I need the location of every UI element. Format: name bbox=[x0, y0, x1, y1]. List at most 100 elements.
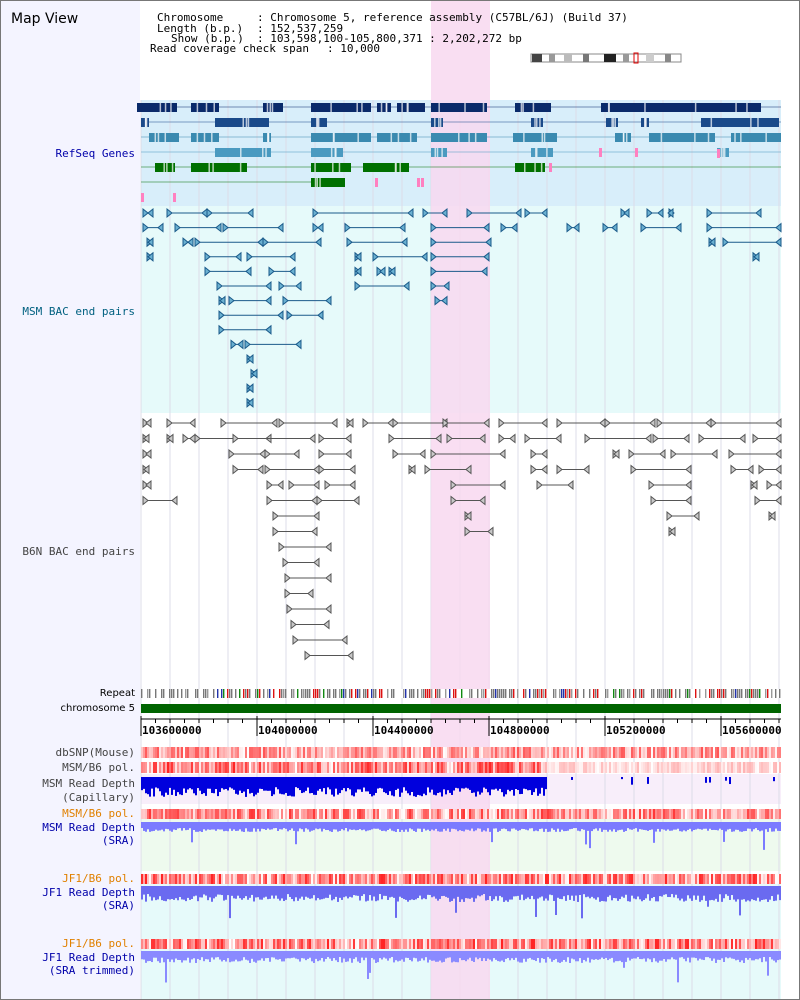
pol-cell bbox=[541, 809, 543, 819]
bac-end-left bbox=[316, 495, 323, 506]
depth-bar bbox=[541, 951, 543, 959]
pol-cell bbox=[589, 939, 591, 949]
pol-cell bbox=[589, 747, 591, 758]
pol-cell bbox=[535, 762, 537, 773]
depth-bar bbox=[603, 822, 605, 830]
pol-cell bbox=[211, 874, 213, 884]
pol-cell bbox=[601, 809, 603, 819]
pol-cell bbox=[577, 939, 579, 949]
label-msm-pol-1[interactable]: MSM/B6 pol. bbox=[62, 761, 135, 774]
axis-tick-label: 104400000 bbox=[374, 724, 434, 737]
depth-bar bbox=[183, 886, 185, 900]
label-jf1-pol-1[interactable]: JF1/B6 pol. bbox=[62, 872, 135, 885]
pol-cell bbox=[427, 874, 429, 884]
pol-cell bbox=[611, 874, 613, 884]
depth-bar bbox=[321, 822, 323, 832]
pol-cell bbox=[413, 809, 415, 819]
pol-cell bbox=[509, 874, 511, 884]
label-jf1-sra-1[interactable]: JF1 Read Depth bbox=[42, 886, 135, 899]
label-dbsnp[interactable]: dbSNP(Mouse) bbox=[55, 746, 135, 759]
depth-bar bbox=[257, 777, 259, 793]
pol-cell bbox=[325, 762, 327, 773]
depth-bar bbox=[285, 822, 287, 829]
gene-intron-gap bbox=[401, 103, 403, 112]
depth-bar bbox=[167, 777, 169, 795]
pol-cell bbox=[759, 874, 761, 884]
pol-cell bbox=[267, 939, 269, 949]
bac-end-right bbox=[247, 353, 254, 365]
depth-bar bbox=[645, 822, 647, 831]
depth-bar bbox=[549, 822, 551, 832]
pol-cell bbox=[753, 939, 755, 949]
pol-cell bbox=[661, 874, 663, 884]
pol-cell bbox=[479, 747, 481, 758]
pol-cell bbox=[567, 939, 569, 949]
pol-cell bbox=[419, 762, 421, 773]
depth-bar bbox=[189, 886, 191, 900]
label-msm-sra-1[interactable]: MSM Read Depth bbox=[42, 821, 135, 834]
pol-cell bbox=[427, 939, 429, 949]
pol-cell bbox=[159, 762, 161, 773]
label-refseq-genes[interactable]: RefSeq Genes bbox=[55, 147, 135, 160]
depth-bar bbox=[257, 822, 259, 829]
bac-end-right bbox=[313, 479, 320, 491]
depth-bar bbox=[333, 951, 335, 959]
pol-cell bbox=[517, 809, 519, 819]
pol-cell bbox=[269, 762, 271, 773]
depth-bar bbox=[543, 777, 545, 796]
pol-cell bbox=[545, 939, 547, 949]
pol-cell bbox=[345, 762, 347, 773]
depth-bar bbox=[633, 822, 635, 829]
depth-bar bbox=[341, 951, 343, 963]
depth-bar bbox=[739, 886, 741, 916]
chromosome-ideogram bbox=[530, 52, 682, 64]
repeat-element bbox=[665, 689, 667, 698]
pol-cell bbox=[151, 762, 153, 773]
pol-cell bbox=[737, 762, 739, 773]
pol-cell bbox=[445, 874, 447, 884]
repeat-element bbox=[391, 689, 393, 698]
depth-bar bbox=[525, 822, 527, 830]
depth-bar bbox=[199, 777, 201, 791]
repeat-element bbox=[259, 689, 261, 698]
pol-cell bbox=[629, 939, 631, 949]
depth-bar bbox=[641, 886, 643, 902]
depth-bar bbox=[197, 886, 199, 902]
depth-bar bbox=[405, 777, 407, 791]
depth-bar bbox=[287, 951, 289, 959]
pol-cell bbox=[433, 874, 435, 884]
pol-cell bbox=[347, 874, 349, 884]
pol-cell bbox=[259, 809, 261, 819]
depth-bar bbox=[301, 886, 303, 897]
depth-bar bbox=[407, 886, 409, 902]
pol-cell bbox=[179, 762, 181, 773]
label-jf1-pol-2[interactable]: JF1/B6 pol. bbox=[62, 937, 135, 950]
depth-bar bbox=[143, 822, 145, 831]
repeat-element bbox=[517, 689, 519, 698]
depth-bar bbox=[653, 951, 655, 959]
pol-cell bbox=[379, 809, 381, 819]
pol-cell bbox=[407, 939, 409, 949]
pol-cell bbox=[285, 747, 287, 758]
pol-cell bbox=[395, 874, 397, 884]
depth-bar bbox=[187, 822, 189, 830]
pol-cell bbox=[667, 747, 669, 758]
label-msm-bac[interactable]: MSM BAC end pairs bbox=[22, 305, 135, 318]
repeat-element bbox=[439, 689, 441, 698]
repeat-element bbox=[351, 689, 353, 698]
pol-cell bbox=[553, 762, 555, 773]
label-msm-capillary-1[interactable]: MSM Read Depth bbox=[42, 777, 135, 790]
depth-bar bbox=[325, 886, 327, 898]
bac-end-left bbox=[282, 295, 289, 306]
pol-cell bbox=[445, 939, 447, 949]
label-b6n-bac[interactable]: B6N BAC end pairs bbox=[22, 545, 135, 558]
depth-bar bbox=[481, 886, 483, 896]
label-jf1-trim-1[interactable]: JF1 Read Depth bbox=[42, 951, 135, 964]
depth-bar bbox=[355, 822, 357, 831]
pol-cell bbox=[393, 809, 395, 819]
label-msm-pol-2[interactable]: MSM/B6 pol. bbox=[62, 807, 135, 820]
depth-bar bbox=[243, 822, 245, 832]
depth-bar bbox=[233, 951, 235, 962]
depth-bar bbox=[779, 886, 781, 901]
